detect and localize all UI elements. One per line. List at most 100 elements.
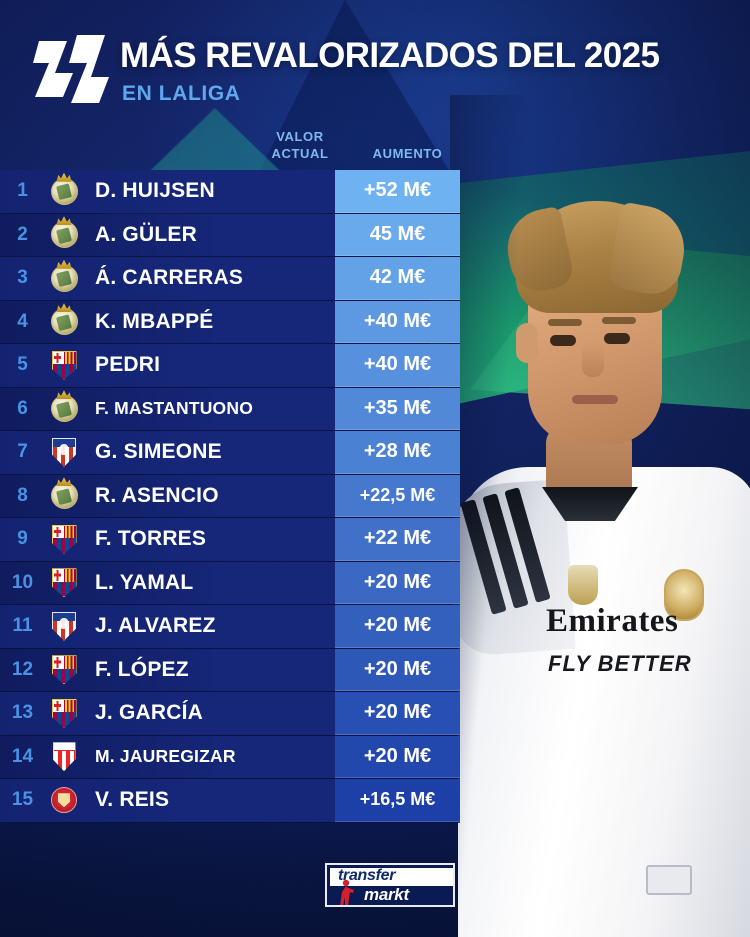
row-player-name: V. REIS xyxy=(95,788,170,812)
row-increase: +22,5 M€ xyxy=(335,474,460,517)
row-increase: +20 M€ xyxy=(335,692,460,735)
crest-barcelona xyxy=(51,568,77,598)
row-player-name: M. JAUREGIZAR xyxy=(95,746,236,767)
transfermarkt-logo-top: transfer xyxy=(330,867,453,886)
row-club-crest xyxy=(45,308,83,336)
row-increase: +20 M€ xyxy=(335,735,460,778)
row-increase: +40 M€ xyxy=(335,344,460,387)
row-player-name: K. MBAPPÉ xyxy=(95,309,214,333)
row-player-name: D. HUIJSEN xyxy=(95,179,215,203)
crest-real-madrid xyxy=(50,264,78,292)
crest-real-madrid xyxy=(50,482,78,510)
table-row[interactable]: 12F. LÓPEZ70 M€+20 M€ xyxy=(0,648,460,692)
row-increase: +35 M€ xyxy=(335,387,460,430)
row-player-name: J. ALVAREZ xyxy=(95,614,216,638)
table-row[interactable]: 11J. ALVAREZ100 M€+20 M€ xyxy=(0,605,460,649)
row-club-crest xyxy=(45,698,83,728)
transfermarkt-logo-bottom-text: markt xyxy=(364,885,409,904)
table-row[interactable]: 4K. MBAPPÉ200 M€+40 M€ xyxy=(0,300,460,344)
table-row[interactable]: 15V. REIS30 M€+16,5 M€ xyxy=(0,779,460,823)
row-rank: 7 xyxy=(17,441,28,463)
column-header-valor-line1: VALOR xyxy=(276,129,324,144)
row-rank: 3 xyxy=(17,267,28,289)
row-club-crest xyxy=(45,177,83,205)
row-increase: 42 M€ xyxy=(335,257,460,300)
row-player-name: R. ASENCIO xyxy=(95,483,219,507)
row-player-name: PEDRI xyxy=(95,353,161,377)
row-rank: 4 xyxy=(17,310,28,332)
row-rank: 14 xyxy=(11,745,34,767)
crest-barcelona xyxy=(51,655,77,685)
row-club-crest xyxy=(45,350,83,380)
page-title: MÁS REVALORIZADOS DEL 2025 xyxy=(120,36,660,75)
table-row[interactable]: 14M. JAUREGIZAR30 M€+20 M€ xyxy=(0,735,460,779)
row-club-crest xyxy=(45,221,83,249)
transfermarkt-logo-bottom: markt xyxy=(330,885,453,905)
player-photo: Emirates FLY BETTER xyxy=(450,95,750,937)
row-increase: +20 M€ xyxy=(335,648,460,691)
row-rank: 10 xyxy=(11,571,34,593)
table-row[interactable]: 2A. GÜLER90 M€45 M€ xyxy=(0,213,460,257)
row-rank: 13 xyxy=(11,702,34,724)
crest-barcelona xyxy=(51,698,77,728)
row-increase: +52 M€ xyxy=(335,170,460,213)
row-increase: +40 M€ xyxy=(335,300,460,343)
crest-athletic-bilbao xyxy=(52,742,76,772)
column-header-aumento: AUMENTO xyxy=(372,146,443,161)
crest-atletico-madrid xyxy=(52,611,76,641)
row-player-name: Á. CARRERAS xyxy=(95,266,244,290)
row-club-crest xyxy=(45,655,83,685)
table-row[interactable]: 7G. SIMEONE40 M€+28 M€ xyxy=(0,431,460,475)
row-increase: +20 M€ xyxy=(335,605,460,648)
column-header-valor-line2: ACTUAL xyxy=(271,146,329,161)
row-club-crest xyxy=(45,787,83,814)
table-row[interactable]: 5PEDRI140 M€+40 M€ xyxy=(0,344,460,388)
row-club-crest xyxy=(45,264,83,292)
row-increase: +28 M€ xyxy=(335,431,460,474)
row-rank: 15 xyxy=(11,789,34,811)
row-club-crest xyxy=(45,395,83,423)
table-row[interactable]: 1D. HUIJSEN70 M€+52 M€ xyxy=(0,170,460,214)
table-row[interactable]: 6F. MASTANTUONO50 M€+35 M€ xyxy=(0,387,460,431)
row-player-name: L. YAMAL xyxy=(95,570,194,594)
crest-barcelona xyxy=(51,524,77,554)
row-player-name: F. MASTANTUONO xyxy=(95,398,254,419)
row-club-crest xyxy=(45,524,83,554)
crest-girona xyxy=(51,787,77,814)
row-rank: 6 xyxy=(17,397,28,419)
player-photo-shading xyxy=(450,95,750,937)
row-rank: 8 xyxy=(17,484,28,506)
table-row[interactable]: 8R. ASENCIO30 M€+22,5 M€ xyxy=(0,474,460,518)
table-row[interactable]: 10L. YAMAL200 M€+20 M€ xyxy=(0,561,460,605)
row-increase: 45 M€ xyxy=(335,213,460,256)
page-subtitle: EN LALIGA xyxy=(122,82,241,105)
header: MÁS REVALORIZADOS DEL 2025 EN LALIGA xyxy=(0,0,750,115)
transfermarkt-player-icon xyxy=(340,879,354,905)
row-player-name: J. GARCÍA xyxy=(95,701,203,725)
row-rank: 1 xyxy=(17,180,28,202)
row-club-crest xyxy=(45,437,83,467)
crest-atletico-madrid xyxy=(52,437,76,467)
transfermarkt-logo: transfer markt xyxy=(325,863,455,907)
row-rank: 11 xyxy=(12,615,33,637)
crest-barcelona xyxy=(51,350,77,380)
row-club-crest xyxy=(45,611,83,641)
table-row[interactable]: 13J. GARCÍA30 M€+20 M€ xyxy=(0,692,460,736)
crest-real-madrid xyxy=(50,177,78,205)
row-club-crest xyxy=(45,482,83,510)
row-rank: 2 xyxy=(17,223,28,245)
row-player-name: F. LÓPEZ xyxy=(95,657,189,681)
column-header-valor-actual: VALOR ACTUAL xyxy=(255,128,345,162)
row-rank: 5 xyxy=(17,354,28,376)
crest-real-madrid xyxy=(50,221,78,249)
row-club-crest xyxy=(45,568,83,598)
table-row[interactable]: 3Á. CARRERAS60 M€42 M€ xyxy=(0,257,460,301)
row-player-name: A. GÜLER xyxy=(95,222,197,246)
row-club-crest xyxy=(45,742,83,772)
row-player-name: F. TORRES xyxy=(95,527,207,551)
crest-real-madrid xyxy=(50,395,78,423)
row-rank: 9 xyxy=(17,528,28,550)
table-row[interactable]: 9F. TORRES50 M€+22 M€ xyxy=(0,518,460,562)
row-increase: +16,5 M€ xyxy=(335,779,460,822)
transfermarkt-logo-top-text: transfer xyxy=(338,867,396,884)
